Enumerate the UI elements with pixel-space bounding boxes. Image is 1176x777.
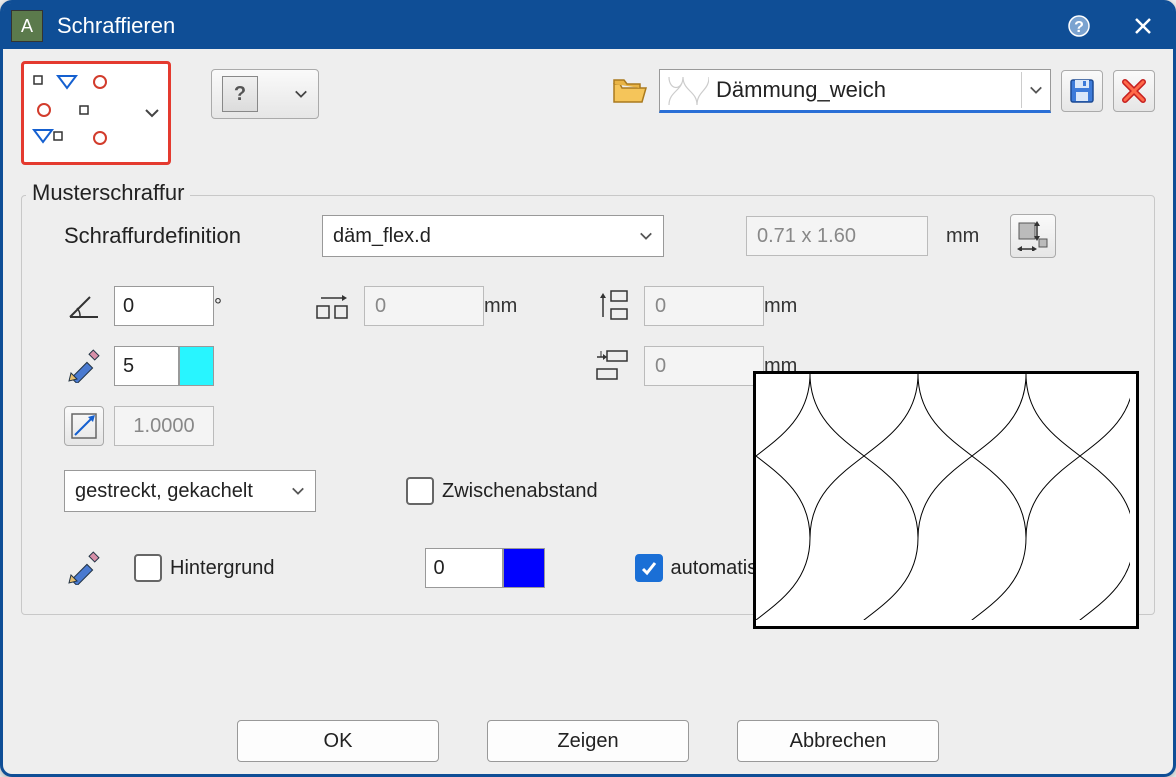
ok-button[interactable]: OK bbox=[237, 720, 439, 762]
help-button[interactable]: ? bbox=[1065, 12, 1093, 40]
definition-value: däm_flex.d bbox=[333, 225, 431, 248]
size-unit: mm bbox=[946, 225, 992, 248]
dx-icon bbox=[314, 287, 354, 325]
svg-text:?: ? bbox=[1074, 19, 1084, 36]
save-button[interactable] bbox=[1061, 70, 1103, 112]
hatch-library-button[interactable]: ? bbox=[211, 69, 319, 119]
chevron-down-icon bbox=[144, 105, 160, 121]
hintergrund-label: Hintergrund bbox=[170, 557, 275, 580]
check-icon bbox=[641, 560, 657, 576]
scale-input: 1.0000 bbox=[114, 406, 214, 446]
angle-input[interactable]: 0 bbox=[114, 286, 214, 326]
hintergrund-checkbox-label[interactable]: Hintergrund bbox=[134, 554, 275, 582]
bg-color-swatch[interactable] bbox=[503, 548, 545, 588]
hatch-preview-pattern bbox=[756, 374, 1130, 620]
dialog-button-row: OK Zeigen Abbrechen bbox=[3, 718, 1173, 774]
hatch-type-icon bbox=[24, 64, 144, 156]
dx-unit: mm bbox=[484, 295, 544, 318]
top-row: ? bbox=[21, 61, 1155, 187]
row-offset-icon bbox=[594, 347, 634, 385]
name-area: Dämmung_weich bbox=[611, 69, 1155, 113]
dialog-content: ? bbox=[3, 49, 1173, 718]
hatch-thumb-icon bbox=[664, 72, 710, 108]
pen-icon bbox=[64, 347, 104, 385]
save-icon bbox=[1068, 77, 1096, 105]
chevron-down-icon bbox=[639, 229, 653, 243]
definition-label: Schraffurdefinition bbox=[64, 223, 304, 249]
scale-button[interactable] bbox=[64, 406, 104, 446]
definition-select[interactable]: däm_flex.d bbox=[322, 215, 664, 257]
app-icon: A bbox=[11, 10, 43, 42]
delete-x-icon bbox=[1120, 77, 1148, 105]
auto-rotate-checkbox[interactable] bbox=[635, 554, 663, 582]
delete-button[interactable] bbox=[1113, 70, 1155, 112]
gap-checkbox-label[interactable]: Zwischenabstand bbox=[406, 477, 598, 505]
tile-mode-select[interactable]: gestreckt, gekachelt bbox=[64, 470, 316, 512]
dy-unit: mm bbox=[764, 295, 824, 318]
dx-input: 0 bbox=[364, 286, 484, 326]
dy-icon bbox=[594, 287, 634, 325]
chevron-down-icon bbox=[291, 484, 305, 498]
folder-open-icon bbox=[612, 76, 648, 106]
chevron-down-icon bbox=[294, 87, 308, 101]
titlebar: A Schraffieren ? bbox=[3, 3, 1173, 49]
close-icon bbox=[1134, 17, 1152, 35]
close-button[interactable] bbox=[1129, 12, 1157, 40]
dialog-window: A Schraffieren ? bbox=[0, 0, 1176, 777]
size-mode-icon bbox=[1017, 221, 1049, 251]
gap-checkbox[interactable] bbox=[406, 477, 434, 505]
hatch-preview bbox=[753, 371, 1139, 629]
library-icon: ? bbox=[222, 76, 258, 112]
hatch-type-selector[interactable] bbox=[21, 61, 171, 165]
bg-pen-icon bbox=[64, 549, 104, 587]
bg-pen-input[interactable]: 0 bbox=[425, 548, 503, 588]
angle-unit: ° bbox=[214, 295, 254, 318]
help-icon: ? bbox=[1067, 14, 1091, 38]
hatch-name-select[interactable]: Dämmung_weich bbox=[659, 69, 1051, 113]
pen-input[interactable]: 5 bbox=[114, 346, 179, 386]
cancel-button[interactable]: Abbrechen bbox=[737, 720, 939, 762]
row-offset-input: 0 bbox=[644, 346, 764, 386]
open-folder-button[interactable] bbox=[611, 75, 649, 107]
gap-label: Zwischenabstand bbox=[442, 480, 598, 503]
scale-icon bbox=[70, 412, 98, 440]
window-title: Schraffieren bbox=[57, 13, 1065, 39]
chevron-down-icon bbox=[1029, 83, 1043, 97]
angle-icon bbox=[64, 287, 104, 325]
size-mode-button[interactable] bbox=[1010, 214, 1056, 258]
hintergrund-checkbox[interactable] bbox=[134, 554, 162, 582]
tile-mode-value: gestreckt, gekachelt bbox=[75, 480, 253, 503]
dy-input: 0 bbox=[644, 286, 764, 326]
hatch-name-value: Dämmung_weich bbox=[714, 77, 1021, 103]
show-button[interactable]: Zeigen bbox=[487, 720, 689, 762]
group-legend: Musterschraffur bbox=[26, 180, 190, 206]
size-display: 0.71 x 1.60 bbox=[746, 216, 928, 256]
pen-color-swatch[interactable] bbox=[179, 346, 214, 386]
